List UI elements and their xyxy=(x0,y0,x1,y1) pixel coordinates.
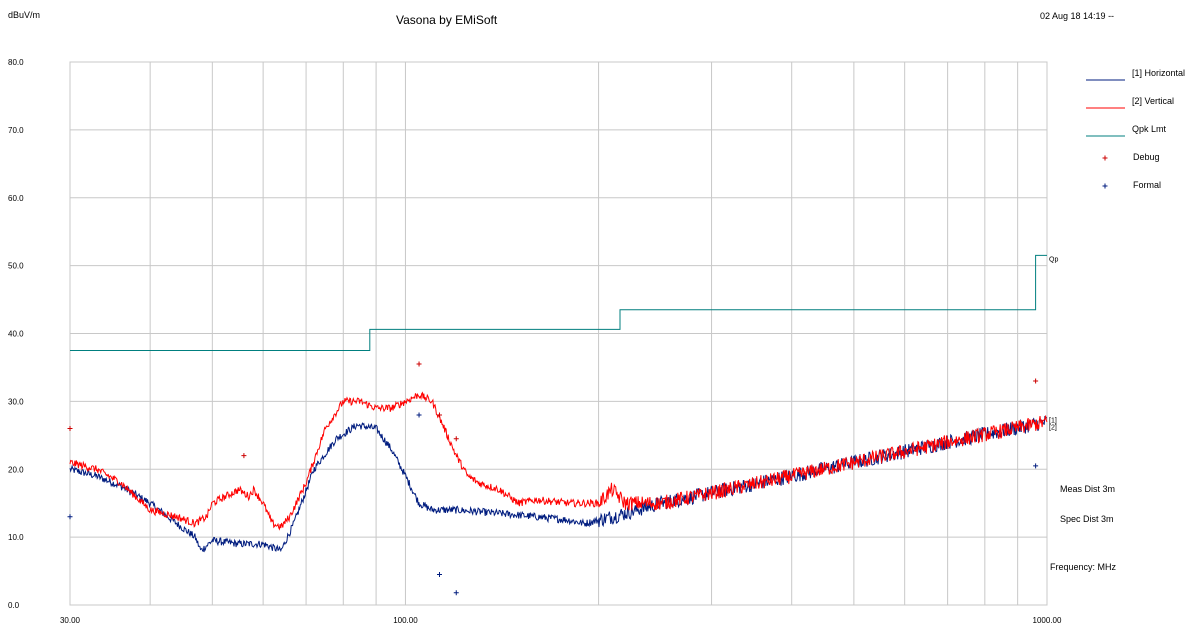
x-tick-label: 30.00 xyxy=(60,616,81,625)
y-unit-label: dBuV/m xyxy=(8,10,41,20)
legend-debug-label: Debug xyxy=(1133,152,1160,162)
debug-marker xyxy=(453,436,459,442)
y-tick-label: 70.0 xyxy=(8,126,24,135)
y-tick-label: 50.0 xyxy=(8,262,24,271)
spec-dist-note: Spec Dist 3m xyxy=(1060,514,1114,524)
y-tick-label: 0.0 xyxy=(8,601,20,610)
debug-marker xyxy=(1033,378,1039,384)
y-tick-label: 20.0 xyxy=(8,465,24,474)
chart-title: Vasona by EMiSoft xyxy=(396,13,498,27)
formal-marker xyxy=(1033,463,1039,469)
debug-marker xyxy=(416,361,422,367)
series-end-label: Qp xyxy=(1049,256,1058,263)
formal-marker xyxy=(67,514,73,520)
formal-marker xyxy=(453,590,459,596)
formal-marker xyxy=(416,412,422,418)
legend-horizontal-label: [1] Horizontal xyxy=(1132,68,1185,78)
series-end-label: [2] xyxy=(1049,425,1057,432)
qpk-limit-line xyxy=(70,254,1047,351)
y-tick-label: 80.0 xyxy=(8,58,24,67)
debug-marker xyxy=(437,412,443,418)
legend-vertical-label: [2] Vertical xyxy=(1132,96,1174,106)
vertical-trace xyxy=(69,391,1048,531)
series-end-label: [1] xyxy=(1049,418,1057,425)
y-tick-label: 60.0 xyxy=(8,194,24,203)
formal-marker xyxy=(437,571,443,577)
debug-marker xyxy=(241,453,247,459)
y-tick-label: 10.0 xyxy=(8,533,24,542)
legend-qpk-limit-label: Qpk Lmt xyxy=(1132,124,1167,134)
y-tick-label: 40.0 xyxy=(8,330,24,339)
x-tick-label: 1000.00 xyxy=(1033,616,1062,625)
frequency-unit-note: Frequency: MHz xyxy=(1050,562,1117,572)
y-tick-label: 30.0 xyxy=(8,397,24,406)
x-tick-label: 100.00 xyxy=(393,616,418,625)
legend-debug-swatch xyxy=(1102,155,1108,161)
meas-dist-note: Meas Dist 3m xyxy=(1060,484,1116,494)
debug-marker xyxy=(67,426,73,432)
legend-formal-swatch xyxy=(1102,183,1108,189)
horizontal-trace xyxy=(69,415,1048,553)
timestamp: 02 Aug 18 14:19 -- xyxy=(1040,11,1115,21)
legend-formal-label: Formal xyxy=(1133,180,1161,190)
